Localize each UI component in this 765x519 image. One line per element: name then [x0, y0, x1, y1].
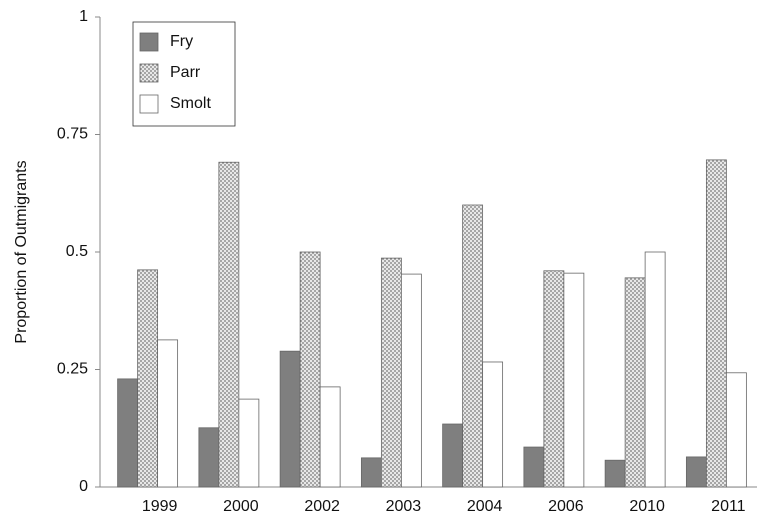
bar: [299, 251, 321, 488]
bar: [400, 273, 422, 488]
bar: [442, 423, 464, 488]
y-axis-label: Proportion of Outmigrants: [13, 160, 30, 343]
legend-swatch: [139, 32, 159, 52]
bar: [238, 398, 260, 488]
legend-swatch: [139, 63, 159, 83]
bar: [218, 161, 240, 488]
bar: [523, 446, 545, 488]
bar: [117, 378, 139, 488]
bar: [137, 269, 159, 488]
bar: [462, 204, 484, 488]
bar: [685, 456, 707, 488]
x-tick-label: 2002: [304, 498, 340, 515]
bar: [157, 339, 179, 488]
x-tick-label: 2011: [711, 498, 746, 515]
bar: [563, 272, 585, 488]
bar: [624, 277, 646, 488]
legend-label: Smolt: [170, 95, 211, 112]
bar: [604, 459, 626, 488]
x-tick-label: 2006: [548, 498, 584, 515]
bar: [705, 159, 727, 488]
x-tick-label: 2003: [386, 498, 422, 515]
y-tick-label: 0.25: [57, 361, 88, 378]
bar: [198, 427, 220, 488]
bar: [543, 270, 565, 488]
x-tick-label: 2004: [467, 498, 503, 515]
x-tick-label: 2010: [629, 498, 665, 515]
legend-swatch: [139, 94, 159, 114]
bar: [725, 372, 747, 488]
x-tick-label: 2000: [223, 498, 259, 515]
legend-label: Fry: [170, 33, 193, 50]
bar: [319, 386, 341, 488]
bar: [279, 350, 301, 488]
bar: [482, 361, 504, 488]
bar: [644, 251, 666, 488]
legend-label: Parr: [170, 64, 201, 81]
bar: [380, 257, 402, 488]
y-tick-label: 0.5: [66, 243, 88, 260]
bar: [360, 457, 382, 488]
y-tick-label: 1: [79, 8, 88, 25]
y-tick-label: 0: [79, 478, 88, 495]
y-tick-label: 0.75: [57, 126, 88, 143]
x-tick-label: 1999: [142, 498, 178, 515]
